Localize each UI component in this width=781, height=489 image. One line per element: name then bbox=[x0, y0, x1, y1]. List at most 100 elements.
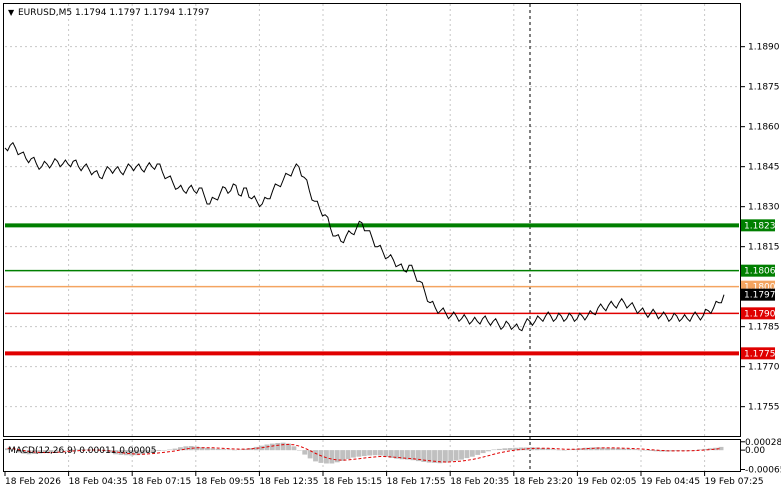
level-label: 1.1790 bbox=[744, 309, 776, 319]
macd-bar bbox=[507, 448, 513, 451]
macd-bar bbox=[199, 447, 205, 451]
macd-bar bbox=[486, 450, 491, 452]
time-tick-label: 19 Feb 04:45 bbox=[641, 477, 700, 487]
macd-label: MACD(12,26,9) 0.00011 0.00005 bbox=[8, 446, 157, 456]
macd-bar bbox=[140, 450, 146, 455]
macd-bar bbox=[588, 447, 594, 451]
macd-bar bbox=[280, 442, 286, 451]
macd-bar bbox=[513, 447, 519, 451]
time-tick-label: 18 Feb 04:35 bbox=[69, 477, 128, 487]
macd-bar bbox=[653, 450, 659, 452]
macd-bar bbox=[583, 447, 589, 451]
macd-bar bbox=[156, 450, 162, 451]
macd-bar bbox=[599, 447, 605, 451]
macd-bar bbox=[372, 450, 378, 456]
macd-bar bbox=[551, 449, 556, 451]
time-tick-label: 18 Feb 17:55 bbox=[387, 477, 446, 487]
macd-bar bbox=[26, 450, 32, 455]
price-tick-label: 1.1875 bbox=[748, 83, 780, 93]
macd-bar bbox=[253, 446, 259, 451]
price-panel[interactable] bbox=[3, 3, 741, 437]
price-tick-label: 1.1770 bbox=[748, 363, 780, 373]
level-label-box bbox=[741, 347, 775, 360]
price-line bbox=[4, 141, 725, 332]
macd-bar bbox=[269, 443, 275, 451]
macd-bar bbox=[248, 448, 254, 451]
time-tick-label: 18 Feb 2026 bbox=[5, 477, 61, 487]
time-tick-label: 18 Feb 07:15 bbox=[132, 477, 191, 487]
macd-bar bbox=[518, 447, 524, 451]
price-tick-label: 1.1860 bbox=[748, 123, 780, 133]
macd-bar bbox=[15, 450, 21, 453]
macd-bar bbox=[318, 450, 324, 463]
level-label: 1.1823 bbox=[744, 221, 776, 231]
current-price-box bbox=[741, 288, 775, 301]
macd-bar bbox=[388, 450, 394, 458]
macd-bar bbox=[329, 450, 335, 464]
level-label-box bbox=[741, 264, 775, 277]
macd-tick-label: 0.00028 bbox=[745, 438, 781, 448]
macd-bar bbox=[5, 448, 10, 451]
macd-bar bbox=[237, 449, 243, 451]
macd-bar bbox=[502, 448, 508, 451]
macd-bar bbox=[578, 448, 583, 451]
macd-bar bbox=[183, 446, 189, 451]
macd-bar bbox=[432, 450, 437, 463]
macd-bar bbox=[215, 448, 221, 451]
macd-bar bbox=[313, 450, 318, 462]
macd-bar bbox=[48, 450, 54, 453]
macd-bar bbox=[232, 449, 237, 451]
macd-bar bbox=[491, 449, 497, 451]
macd-bar bbox=[448, 450, 454, 462]
macd-bar bbox=[123, 450, 129, 456]
time-tick-label: 18 Feb 23:20 bbox=[514, 477, 573, 487]
macd-bar bbox=[718, 446, 724, 451]
macd-bar bbox=[345, 450, 351, 459]
macd-bar bbox=[561, 450, 567, 451]
macd-bar bbox=[642, 450, 648, 451]
level-label-box bbox=[741, 307, 775, 320]
macd-bar bbox=[69, 449, 75, 451]
macd-bar bbox=[383, 450, 389, 457]
macd-bar bbox=[188, 446, 194, 451]
time-tick-label: 18 Feb 20:35 bbox=[450, 477, 509, 487]
macd-bar bbox=[610, 448, 616, 451]
macd-bar bbox=[426, 450, 432, 463]
price-tick-label: 1.1845 bbox=[748, 163, 780, 173]
time-tick-label: 18 Feb 15:15 bbox=[323, 477, 382, 487]
macd-bar bbox=[151, 450, 156, 453]
macd-bar bbox=[334, 450, 340, 463]
macd-bar bbox=[410, 450, 416, 461]
price-axis: 1.1890 1.1875 1.1860 1.1845 1.1830 1.1815 1.17… bbox=[741, 43, 780, 413]
macd-bar bbox=[161, 450, 167, 451]
time-axis: 18 Feb 2026 18 Feb 04:35 18 Feb 07:15 18 Fe… bbox=[4, 472, 764, 487]
macd-bar bbox=[405, 450, 410, 460]
level-labels: 1.1823 1.1806 1.1800 1.1790 1.1775 1.1797 bbox=[741, 219, 776, 360]
level-label-box bbox=[741, 219, 775, 232]
macd-bar bbox=[459, 450, 464, 460]
macd-bar bbox=[453, 450, 459, 461]
macd-bar bbox=[540, 448, 546, 451]
macd-bar bbox=[10, 449, 16, 451]
macd-bar bbox=[113, 450, 118, 455]
collapse-arrow-icon[interactable]: ▼ bbox=[8, 8, 15, 17]
macd-bar bbox=[178, 447, 183, 451]
macd-bar bbox=[134, 450, 140, 456]
macd-bar bbox=[205, 447, 210, 451]
macd-bar bbox=[605, 447, 610, 451]
macd-bar bbox=[534, 447, 540, 451]
macd-bar bbox=[80, 449, 86, 451]
macd-bar bbox=[399, 450, 405, 460]
macd-bar bbox=[167, 449, 173, 451]
macd-bar bbox=[632, 449, 637, 451]
macd-bar bbox=[626, 448, 632, 451]
macd-bar bbox=[469, 450, 475, 457]
macd-bar bbox=[480, 450, 486, 454]
macd-bar bbox=[340, 450, 346, 461]
macd-bar bbox=[242, 448, 248, 451]
macd-bar bbox=[475, 450, 481, 455]
macd-bar bbox=[53, 450, 59, 452]
macd-bar bbox=[556, 449, 562, 451]
